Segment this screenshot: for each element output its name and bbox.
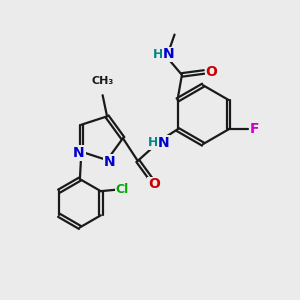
- Text: Cl: Cl: [116, 183, 129, 196]
- Text: O: O: [206, 65, 217, 79]
- Text: O: O: [148, 177, 160, 191]
- Text: N: N: [73, 146, 85, 160]
- Text: H: H: [148, 136, 158, 149]
- Text: CH₃: CH₃: [92, 76, 114, 86]
- Text: H: H: [153, 48, 164, 61]
- Text: N: N: [163, 47, 175, 61]
- Text: N: N: [103, 154, 115, 169]
- Text: N: N: [158, 136, 170, 150]
- Text: F: F: [249, 122, 259, 136]
